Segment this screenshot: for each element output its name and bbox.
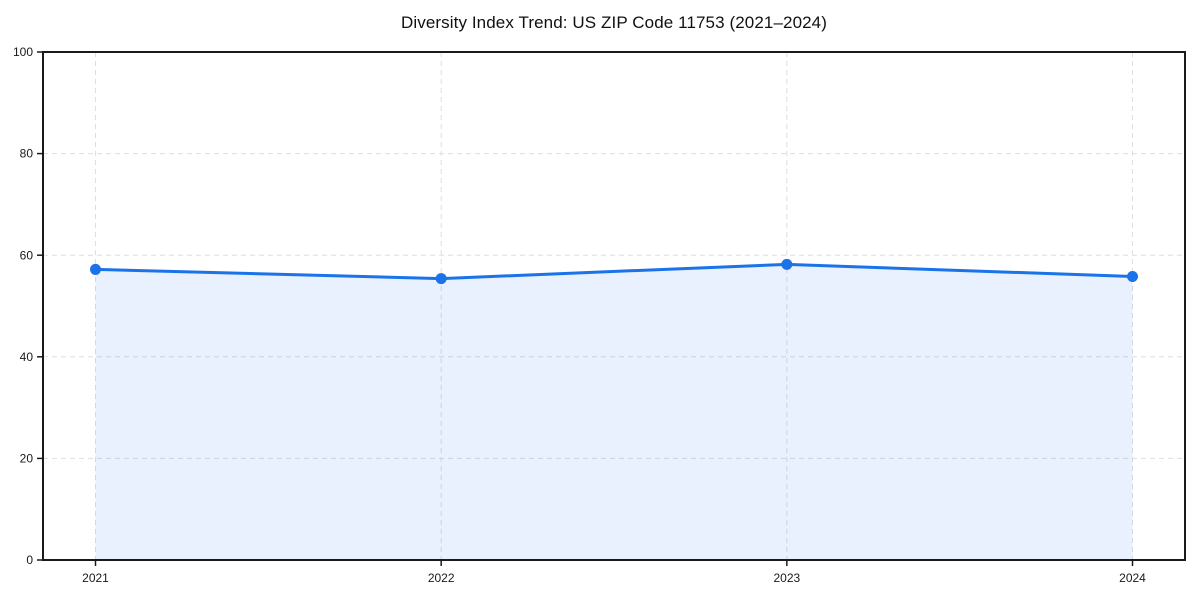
area-fill xyxy=(95,264,1133,560)
x-axis: 2021 2022 2023 2024 xyxy=(82,560,1146,585)
x-tick-label: 2024 xyxy=(1119,571,1146,585)
y-tick-label: 100 xyxy=(13,45,33,59)
chart-title: Diversity Index Trend: US ZIP Code 11753… xyxy=(400,13,828,32)
data-point-marker-2022 xyxy=(435,273,447,285)
data-point-markers xyxy=(90,258,1138,285)
y-axis: 0 20 40 60 80 100 xyxy=(13,45,43,567)
y-tick-label: 80 xyxy=(20,147,34,161)
x-tick-label: 2021 xyxy=(82,571,109,585)
y-tick-label: 20 xyxy=(20,451,34,465)
x-tick-label: 2022 xyxy=(428,571,455,585)
y-tick-label: 40 xyxy=(20,350,34,364)
y-tick-label: 60 xyxy=(20,248,34,262)
data-point-marker-2024 xyxy=(1127,271,1138,283)
data-point-marker-2021 xyxy=(90,263,101,275)
y-tick-label: 0 xyxy=(26,553,33,567)
data-point-marker-2023 xyxy=(781,258,793,270)
trend-line xyxy=(94,262,1134,281)
x-tick-label: 2023 xyxy=(773,571,800,585)
plot-border xyxy=(42,51,1186,561)
